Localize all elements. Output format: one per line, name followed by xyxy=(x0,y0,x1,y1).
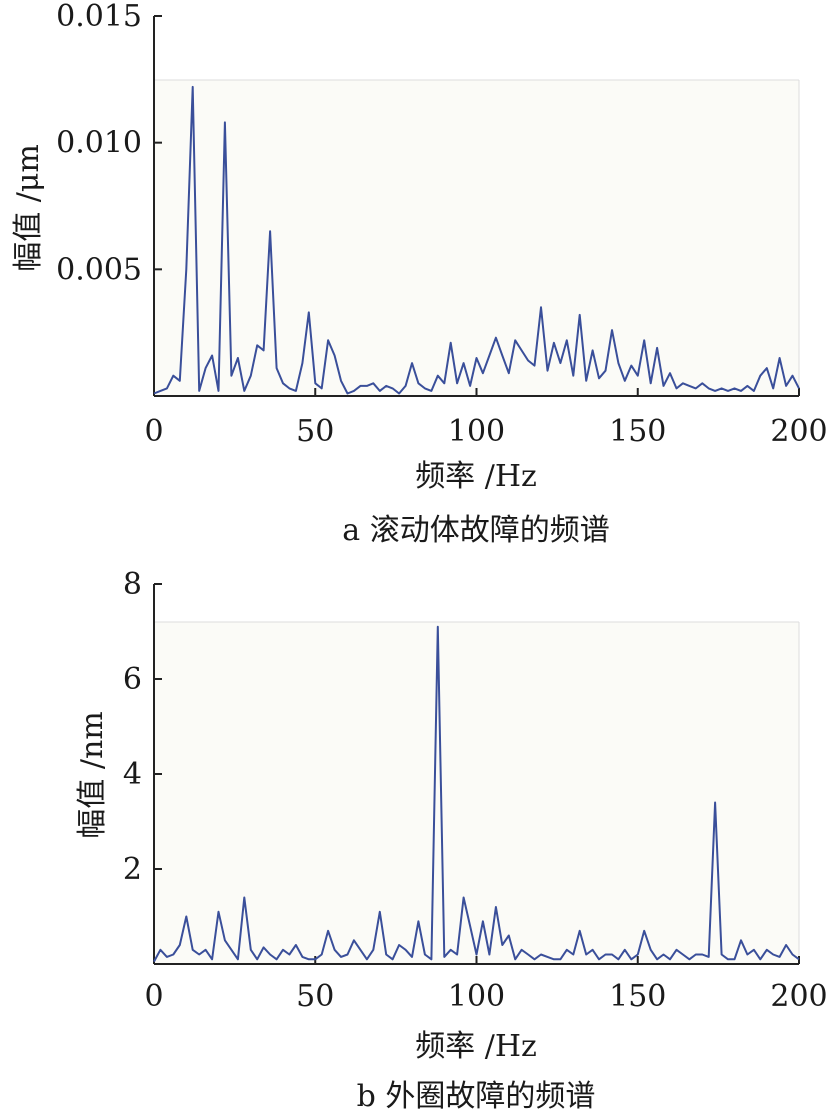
caption-a: a 滚动体故障的频谱 xyxy=(342,513,609,548)
y-tick-label: 4 xyxy=(123,757,142,792)
y-axis-label-a: 幅值 /μm xyxy=(11,144,46,272)
x-tick-label: 150 xyxy=(609,979,666,1014)
y-tick-label: 0.015 xyxy=(56,0,142,34)
x-tick-label: 200 xyxy=(770,414,827,449)
y-ticks-b: 2 4 6 8 xyxy=(123,567,162,887)
x-tick-label: 0 xyxy=(144,414,163,449)
y-tick-label: 2 xyxy=(123,852,142,887)
x-axis-label-b: 频率 /Hz xyxy=(415,1029,537,1064)
y-ticks-a: 0.005 0.010 0.015 xyxy=(56,0,162,287)
x-tick-label: 50 xyxy=(296,979,334,1014)
x-ticks-a: 0 50 100 150 200 xyxy=(144,388,828,449)
y-tick-label: 0.005 xyxy=(56,252,142,287)
y-tick-label: 8 xyxy=(123,567,142,602)
x-tick-label: 0 xyxy=(144,979,163,1014)
plot-area-b xyxy=(154,622,799,964)
y-tick-label: 6 xyxy=(123,662,142,697)
plot-area-a xyxy=(154,80,799,396)
series-line-b xyxy=(153,625,800,963)
y-axis-label-b: 幅值 /nm xyxy=(75,711,110,838)
x-tick-label: 200 xyxy=(770,979,827,1014)
caption-b: b 外圈故障的频谱 xyxy=(357,1079,596,1113)
x-tick-label: 100 xyxy=(448,979,505,1014)
chart-panel-b: 0 50 100 150 200 2 4 6 8 频率 /Hz 幅值 /nm b 外圈故障的频… xyxy=(75,567,828,1113)
chart-panel-a: 0 50 100 150 200 0.005 0.010 0.015 频率 /Hz 幅值 /… xyxy=(11,0,828,548)
x-tick-label: 100 xyxy=(448,414,505,449)
x-ticks-b: 0 50 100 150 200 xyxy=(144,956,828,1014)
y-tick-label: 0.010 xyxy=(56,126,142,161)
x-tick-label: 50 xyxy=(296,414,334,449)
series-line-a xyxy=(153,85,800,395)
x-tick-label: 150 xyxy=(609,414,666,449)
x-axis-label-a: 频率 /Hz xyxy=(415,459,537,494)
